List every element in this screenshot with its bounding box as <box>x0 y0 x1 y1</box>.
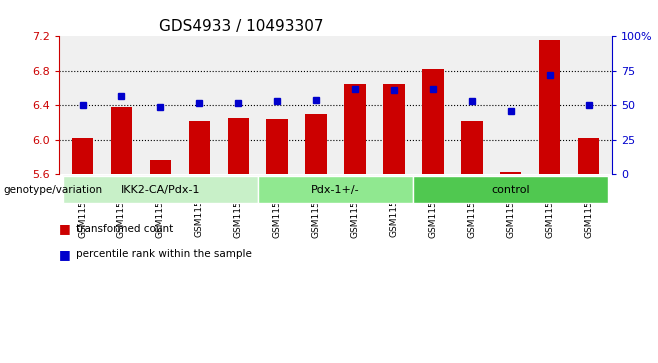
Bar <box>305 114 327 174</box>
Bar <box>578 138 599 174</box>
Bar <box>539 40 561 174</box>
Text: genotype/variation: genotype/variation <box>3 185 103 195</box>
Bar <box>150 160 171 174</box>
Text: Pdx-1+/-: Pdx-1+/- <box>311 185 360 195</box>
Bar <box>72 138 93 174</box>
Text: IKK2-CA/Pdx-1: IKK2-CA/Pdx-1 <box>120 185 200 195</box>
Bar <box>111 107 132 174</box>
Bar <box>383 84 405 174</box>
Text: GDS4933 / 10493307: GDS4933 / 10493307 <box>159 19 323 34</box>
Text: ■: ■ <box>59 222 71 235</box>
Bar <box>461 121 482 174</box>
Bar <box>500 172 521 174</box>
Bar <box>189 121 210 174</box>
Bar <box>228 118 249 174</box>
Bar <box>266 119 288 174</box>
Text: transformed count: transformed count <box>76 224 173 234</box>
Text: ■: ■ <box>59 248 71 261</box>
Text: control: control <box>492 185 530 195</box>
Bar <box>422 69 443 174</box>
Text: percentile rank within the sample: percentile rank within the sample <box>76 249 251 259</box>
Bar <box>344 84 366 174</box>
